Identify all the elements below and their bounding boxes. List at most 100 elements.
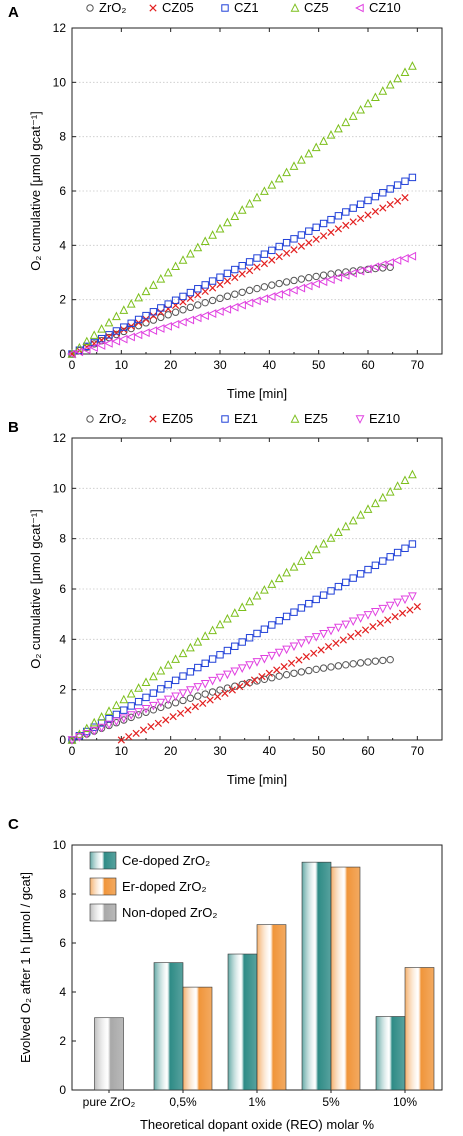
data-point — [133, 330, 143, 340]
data-point — [164, 311, 172, 319]
data-point — [297, 242, 306, 250]
data-point — [260, 250, 269, 258]
data-point — [223, 292, 232, 300]
data-point — [274, 173, 284, 183]
data-point — [157, 313, 165, 322]
y-tick-label: 0 — [59, 347, 66, 361]
data-point — [304, 636, 314, 645]
data-point — [304, 550, 314, 560]
data-point — [120, 716, 128, 724]
data-point — [179, 696, 187, 705]
data-point — [157, 685, 165, 693]
data-point — [237, 602, 247, 611]
legend-swatch — [89, 851, 117, 870]
data-point — [318, 277, 328, 287]
x-tick-label: 5% — [322, 1095, 340, 1109]
data-point — [237, 300, 246, 310]
y-tick-label: 4 — [59, 632, 66, 646]
data-point — [238, 638, 246, 646]
data-point — [371, 192, 380, 201]
data-point — [267, 651, 277, 661]
x-tick-label: 60 — [361, 744, 375, 758]
data-point — [282, 670, 291, 679]
y-tick-label: 6 — [59, 184, 66, 198]
data-point — [89, 330, 99, 339]
data-point — [334, 225, 343, 233]
data-point — [237, 205, 247, 214]
data-point — [215, 619, 225, 629]
bar — [375, 1016, 406, 1091]
data-point — [231, 682, 239, 690]
data-point — [413, 602, 421, 611]
data-point — [67, 349, 77, 358]
data-point — [119, 305, 129, 314]
data-point — [259, 654, 269, 664]
legend-marker — [355, 415, 365, 424]
bar — [404, 967, 435, 1091]
data-point — [312, 223, 320, 232]
data-point — [356, 510, 366, 519]
data-point — [245, 258, 254, 266]
data-point — [89, 717, 99, 727]
y-tick-label: 8 — [59, 532, 66, 546]
data-point — [274, 573, 284, 583]
data-point — [245, 266, 254, 275]
data-point — [156, 698, 166, 708]
data-point — [334, 212, 343, 220]
x-tick-label: 50 — [312, 744, 326, 758]
data-point — [266, 292, 276, 302]
data-point — [349, 218, 357, 226]
data-point — [354, 629, 362, 637]
data-point — [378, 604, 388, 614]
x-tick-label: 60 — [361, 358, 375, 372]
data-point — [89, 726, 99, 736]
legend-label: CZ05 — [162, 0, 194, 15]
data-point — [231, 265, 239, 274]
data-point — [356, 570, 365, 578]
data-point — [260, 260, 269, 268]
y-axis-title: O₂ cumulative [μmol gcat⁻¹] — [28, 509, 43, 669]
data-point — [333, 623, 343, 633]
data-point — [74, 347, 84, 357]
data-point — [385, 601, 395, 611]
data-point — [407, 469, 417, 479]
data-point — [305, 227, 313, 235]
data-point — [260, 675, 269, 684]
data-point — [327, 587, 335, 595]
data-point — [268, 621, 276, 629]
data-point — [134, 711, 143, 719]
data-point — [238, 288, 246, 296]
data-point — [149, 689, 158, 697]
bar — [227, 953, 258, 1091]
data-point — [147, 723, 155, 731]
data-point — [349, 660, 357, 668]
data-point — [377, 260, 387, 270]
data-point — [208, 625, 218, 635]
data-point — [186, 303, 195, 312]
data-point — [319, 591, 328, 599]
data-point — [393, 181, 402, 189]
data-point — [378, 492, 388, 502]
data-point — [171, 296, 180, 304]
data-point — [201, 287, 209, 296]
data-point — [312, 272, 320, 281]
x-tick-label: pure ZrO₂ — [83, 1095, 136, 1109]
data-point — [379, 557, 387, 565]
data-point — [393, 197, 402, 205]
data-point — [274, 290, 283, 299]
data-point — [379, 204, 387, 212]
data-point — [216, 280, 224, 289]
data-point — [126, 688, 136, 698]
data-point — [156, 273, 166, 283]
y-axis-title: Evolved O₂ after 1 h [μmol / gcat] — [18, 872, 33, 1063]
data-point — [349, 204, 357, 212]
data-point — [282, 278, 291, 286]
data-point — [385, 79, 395, 89]
bar — [330, 866, 361, 1091]
data-point — [282, 645, 292, 655]
data-point — [141, 705, 151, 714]
data-point — [400, 67, 410, 76]
data-point — [208, 296, 217, 305]
data-point — [245, 661, 255, 670]
data-point — [89, 343, 98, 353]
